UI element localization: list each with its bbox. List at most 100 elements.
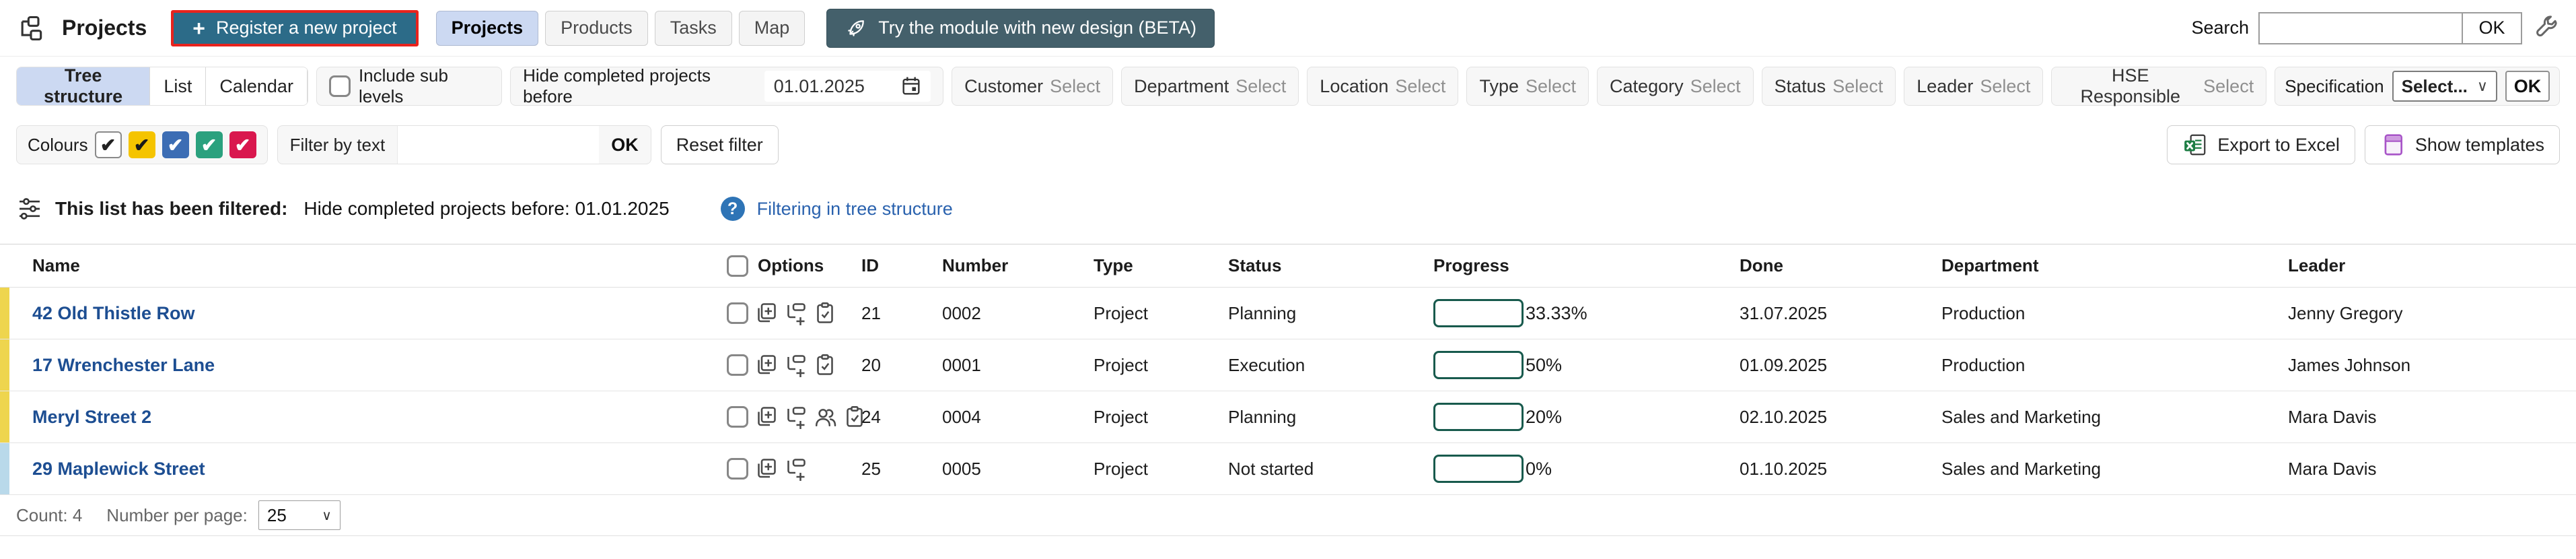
filter-leader-value: Select: [1980, 75, 2031, 96]
progress-cell: 0%: [1433, 455, 1740, 483]
view-tree-structure[interactable]: Tree structure: [17, 67, 151, 105]
view-calendar[interactable]: Calendar: [206, 67, 308, 105]
filter-status-label: Status: [1774, 75, 1826, 96]
project-name-link[interactable]: 29 Maplewick Street: [32, 458, 205, 479]
specification-select-value: Select...: [2401, 75, 2468, 96]
add-sublevel-icon[interactable]: [783, 405, 808, 429]
copy-add-icon[interactable]: [754, 301, 778, 325]
register-button-label: Register a new project: [215, 18, 397, 38]
filter-department[interactable]: Department Select: [1121, 67, 1299, 106]
id-cell: 24: [861, 406, 881, 427]
done-cell: 02.10.2025: [1740, 406, 1828, 427]
add-sublevel-icon[interactable]: [783, 457, 808, 481]
filtering-in-tree-structure-link[interactable]: Filtering in tree structure: [756, 198, 953, 219]
tab-map[interactable]: Map: [738, 10, 806, 46]
filter-location[interactable]: Location Select: [1307, 67, 1459, 106]
row-checkbox[interactable]: [727, 354, 748, 376]
filter-by-text-input[interactable]: [397, 126, 600, 164]
filter-type[interactable]: Type Select: [1466, 67, 1589, 106]
add-sublevel-icon[interactable]: [783, 301, 808, 325]
reset-filter-button[interactable]: Reset filter: [660, 125, 779, 164]
projects-table: Name Options ID Number Type Status Progr…: [0, 244, 2576, 495]
project-name-link[interactable]: 42 Old Thistle Row: [32, 302, 195, 323]
header-options: Options: [727, 255, 861, 277]
copy-add-icon[interactable]: [754, 457, 778, 481]
header-leader: Leader: [2288, 255, 2346, 275]
row-checkbox[interactable]: [727, 302, 748, 324]
copy-add-icon[interactable]: [754, 353, 778, 377]
options-cell: [727, 405, 863, 429]
progress-bar: [1433, 403, 1524, 431]
department-cell: Sales and Marketing: [1941, 458, 2102, 479]
type-cell: Project: [1094, 406, 1148, 427]
calendar-icon[interactable]: [900, 75, 923, 98]
colour-checkbox-green[interactable]: ✔: [195, 131, 223, 158]
specification-select[interactable]: Select... ∨: [2392, 71, 2498, 102]
filter-leader[interactable]: Leader Select: [1904, 67, 2044, 106]
header-status: Status: [1228, 255, 1282, 275]
include-sub-levels-toggle[interactable]: Include sub levels: [316, 65, 503, 106]
search-ok-button[interactable]: OK: [2462, 13, 2521, 43]
project-colour-bar: [0, 391, 9, 442]
project-name-link[interactable]: 17 Wrenchester Lane: [32, 354, 215, 375]
filter-type-value: Select: [1525, 75, 1577, 96]
add-sublevel-icon[interactable]: [783, 353, 808, 377]
select-all-checkbox[interactable]: [727, 255, 748, 277]
copy-add-icon[interactable]: [754, 405, 778, 429]
hide-completed-date-field: [764, 71, 931, 102]
progress-cell: 33.33%: [1433, 299, 1740, 327]
wrench-icon[interactable]: [2532, 14, 2560, 42]
filter-toolbar: Tree structure List Calendar Include sub…: [0, 57, 2576, 116]
filter-customer[interactable]: Customer Select: [952, 67, 1114, 106]
filter-status[interactable]: Status Select: [1761, 67, 1896, 106]
help-question-icon[interactable]: ?: [720, 197, 745, 221]
people-icon[interactable]: [813, 405, 837, 429]
view-switcher: Tree structure List Calendar: [16, 67, 308, 106]
number-cell: 0004: [942, 406, 981, 427]
number-cell: 0001: [942, 354, 981, 375]
clipboard-check-icon[interactable]: [813, 301, 837, 325]
try-new-design-beta-button[interactable]: Try the module with new design (BETA): [826, 8, 1215, 48]
rocket-icon: [845, 17, 867, 40]
colour-checkbox-white[interactable]: ✔: [94, 131, 122, 158]
per-page-select[interactable]: 25 ∨: [258, 500, 341, 530]
id-cell: 25: [861, 458, 881, 479]
chevron-down-icon: ∨: [2476, 77, 2489, 94]
options-cell: [727, 457, 861, 481]
leader-cell: Mara Davis: [2288, 458, 2377, 479]
search-input[interactable]: [2260, 13, 2462, 43]
row-checkbox[interactable]: [727, 406, 748, 428]
row-checkbox[interactable]: [727, 458, 748, 480]
date-input[interactable]: [772, 75, 887, 98]
check-icon: ✔: [100, 134, 116, 156]
tab-tasks[interactable]: Tasks: [654, 10, 732, 46]
colour-checkbox-yellow[interactable]: ✔: [128, 131, 155, 158]
check-icon: ✔: [201, 134, 217, 156]
type-cell: Project: [1094, 302, 1148, 323]
specification-ok-button[interactable]: OK: [2505, 71, 2550, 102]
filter-by-text-ok-button[interactable]: OK: [599, 135, 651, 156]
check-icon: ✔: [133, 134, 150, 156]
register-new-project-button[interactable]: + Register a new project: [171, 9, 419, 46]
tab-projects[interactable]: Projects: [435, 10, 539, 46]
filter-category-label: Category: [1610, 75, 1684, 96]
clipboard-check-icon[interactable]: [843, 405, 867, 429]
progress-label: 50%: [1526, 354, 1563, 375]
project-name-link[interactable]: Meryl Street 2: [32, 406, 152, 427]
clipboard-check-icon[interactable]: [813, 353, 837, 377]
colour-checkbox-red[interactable]: ✔: [229, 131, 256, 158]
tab-products[interactable]: Products: [545, 10, 648, 46]
export-to-excel-button[interactable]: Export to Excel: [2167, 125, 2355, 164]
table-row: 17 Wrenchester Lane 20 0001 Project Exec…: [0, 339, 2576, 391]
progress-bar: [1433, 351, 1524, 379]
done-cell: 31.07.2025: [1740, 302, 1828, 323]
include-sub-levels-checkbox[interactable]: [328, 75, 351, 97]
filter-category[interactable]: Category Select: [1597, 67, 1754, 106]
view-list[interactable]: List: [150, 67, 207, 105]
show-templates-button[interactable]: Show templates: [2364, 125, 2560, 164]
colour-checkbox-blue[interactable]: ✔: [162, 131, 189, 158]
id-cell: 20: [861, 354, 881, 375]
department-cell: Production: [1941, 302, 2026, 323]
filter-hse-responsible[interactable]: HSE Responsible Select: [2051, 65, 2267, 106]
search-box: OK: [2258, 11, 2522, 44]
